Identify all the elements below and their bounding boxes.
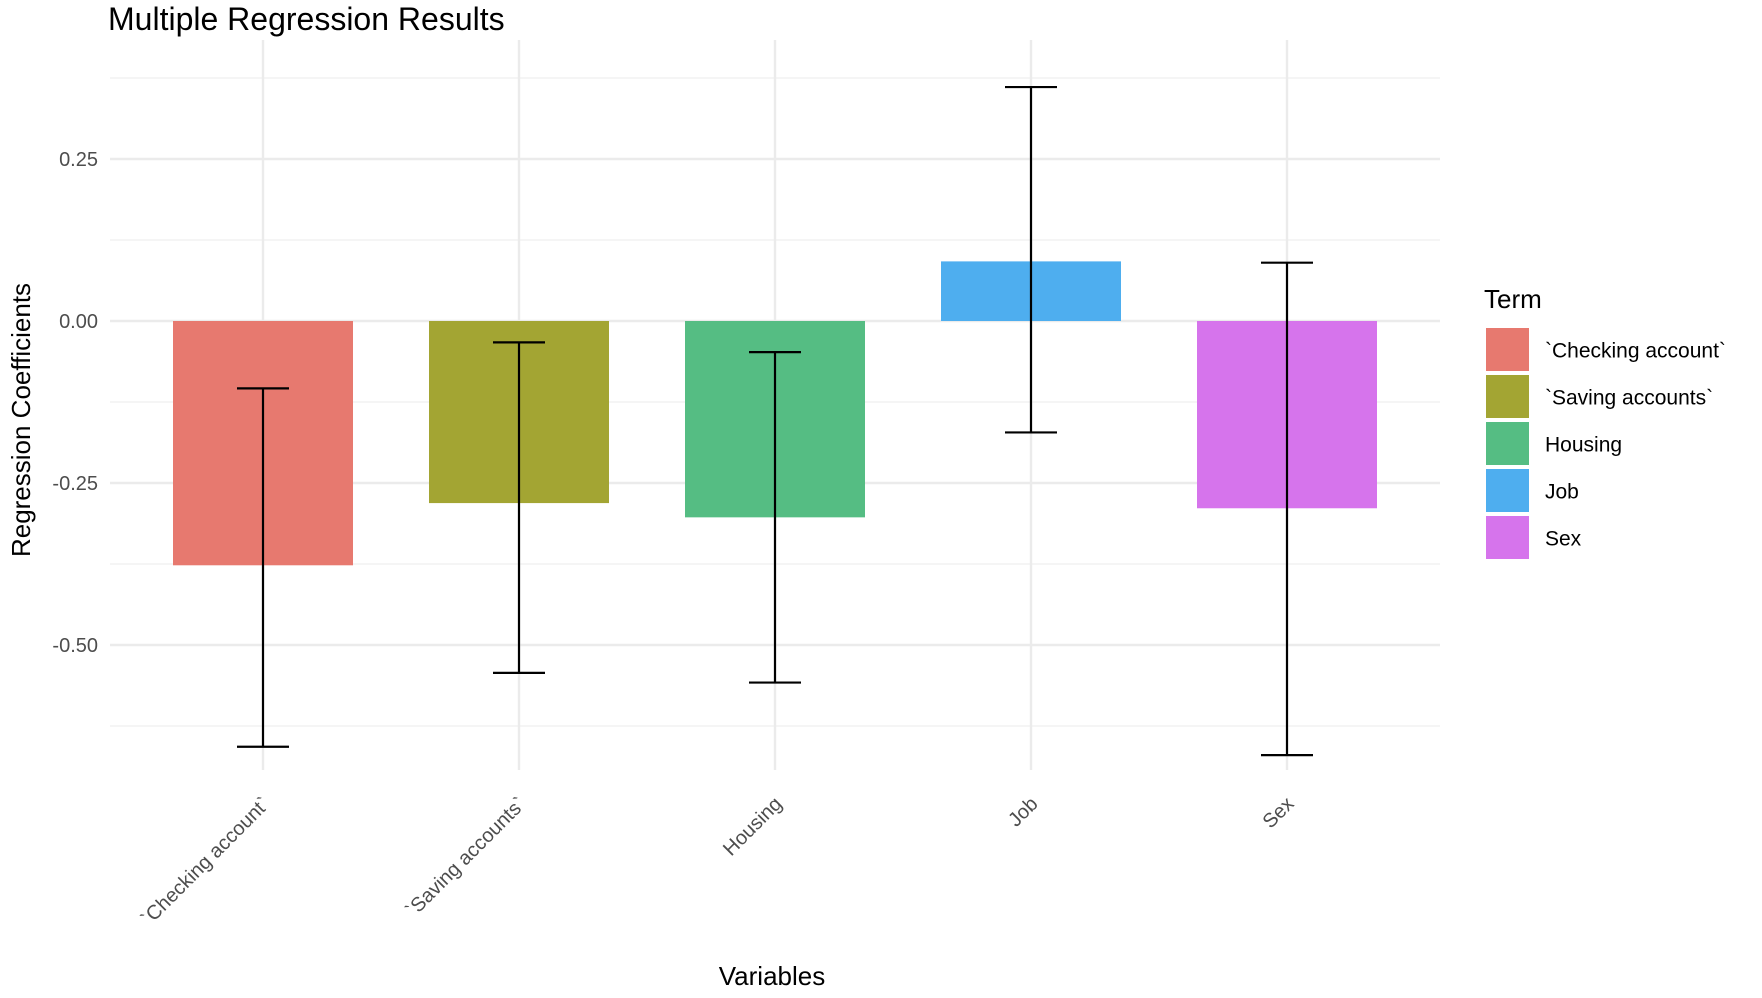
error-bar — [493, 341, 545, 674]
legend-title: Term — [1484, 284, 1542, 314]
error-bar — [1005, 85, 1057, 434]
x-tick-label: `Saving accounts` — [402, 793, 531, 922]
x-axis-ticks: `Checking account` `Saving accounts` Housi… — [137, 793, 1298, 930]
chart-title: Multiple Regression Results — [108, 1, 505, 37]
x-tick-label: Job — [1004, 793, 1042, 831]
legend-item: Job — [1486, 469, 1579, 512]
error-bar — [1261, 261, 1313, 757]
y-tick-label: 0.25 — [59, 149, 98, 171]
y-axis-ticks: 0.25 0.00 -0.25 -0.50 — [52, 149, 98, 657]
y-tick-label: -0.50 — [52, 635, 98, 657]
error-bars — [237, 85, 1313, 757]
legend: Term `Checking account` `Saving accounts`… — [1484, 284, 1726, 559]
legend-key — [1486, 422, 1529, 465]
legend-key — [1486, 375, 1529, 418]
legend-label: Housing — [1545, 434, 1622, 457]
legend-item: Housing — [1486, 422, 1622, 465]
legend-key — [1486, 516, 1529, 559]
y-tick-label: -0.25 — [52, 473, 98, 495]
legend-item: `Saving accounts` — [1486, 375, 1713, 418]
x-tick-label: Housing — [719, 793, 786, 860]
x-tick-label: Sex — [1259, 793, 1299, 833]
legend-key — [1486, 328, 1529, 371]
y-tick-label: 0.00 — [59, 311, 98, 333]
legend-item: Sex — [1486, 516, 1582, 559]
x-tick-label: `Checking account` — [137, 793, 274, 930]
error-bar — [237, 387, 289, 748]
legend-label: `Checking account` — [1545, 340, 1726, 363]
legend-label: Job — [1545, 481, 1579, 504]
legend-label: `Saving accounts` — [1545, 387, 1713, 410]
legend-label: Sex — [1545, 528, 1582, 551]
x-axis-title: Variables — [719, 961, 825, 991]
error-bar — [749, 351, 801, 684]
y-axis-title: Regression Coefficients — [6, 283, 36, 557]
legend-item: `Checking account` — [1486, 328, 1726, 371]
legend-key — [1486, 469, 1529, 512]
